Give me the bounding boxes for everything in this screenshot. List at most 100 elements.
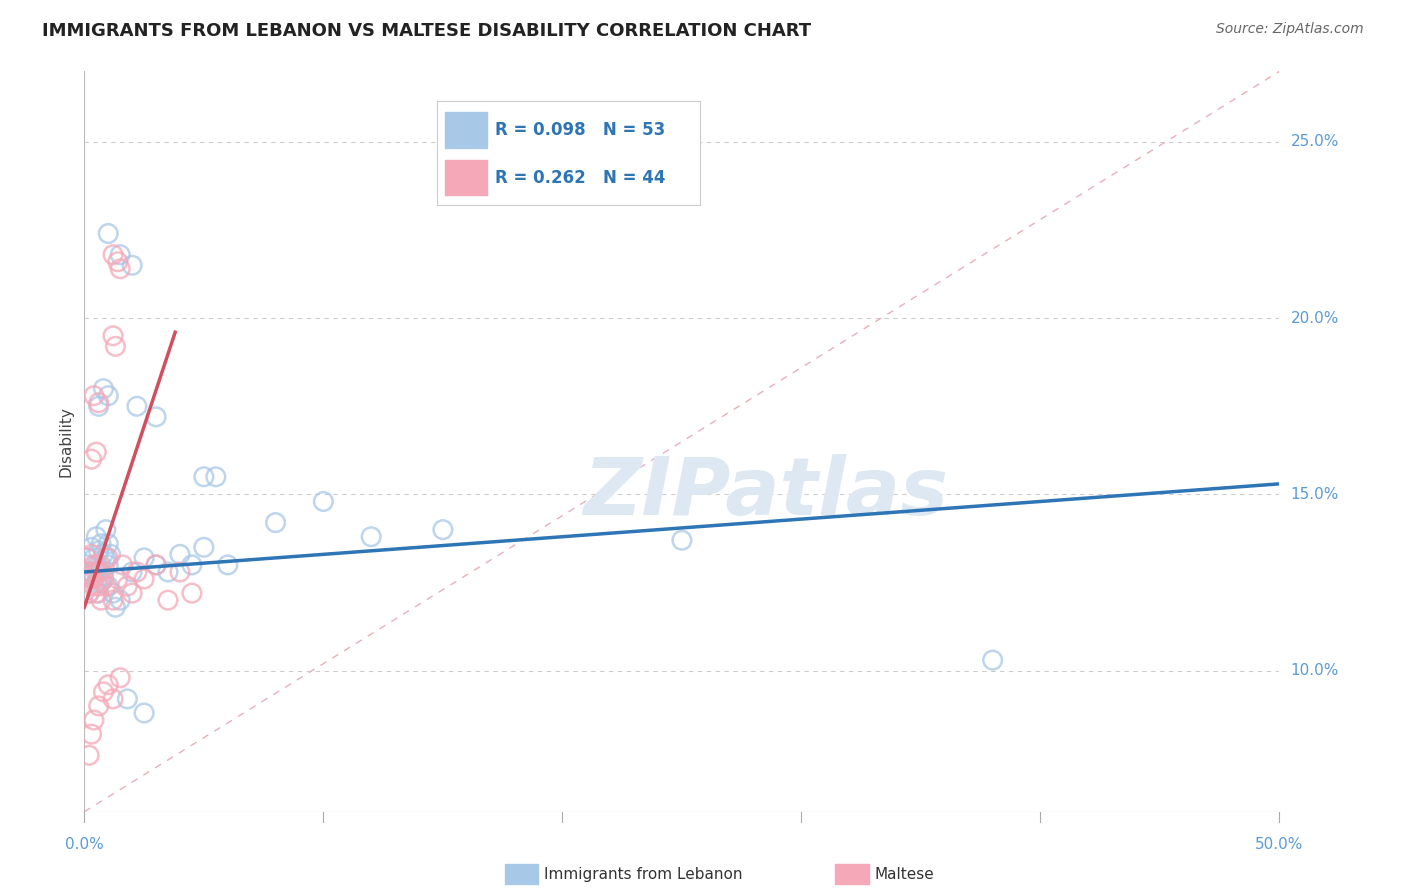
Point	[132, 706, 156, 720]
Point	[181, 586, 204, 600]
Point	[97, 558, 120, 572]
Text: Immigrants from Lebanon: Immigrants from Lebanon	[544, 867, 742, 881]
Point	[193, 541, 215, 555]
Point	[97, 389, 120, 403]
Point	[132, 572, 156, 586]
Point	[87, 579, 110, 593]
Text: ZIPatlas: ZIPatlas	[583, 454, 948, 533]
Point	[107, 254, 129, 268]
Point	[83, 550, 105, 565]
Point	[90, 575, 112, 590]
Point	[83, 389, 105, 403]
Point	[671, 533, 693, 548]
Point	[93, 685, 115, 699]
Text: 15.0%: 15.0%	[1291, 487, 1339, 502]
Point	[87, 399, 110, 413]
Point	[100, 547, 122, 561]
Point	[93, 382, 115, 396]
Point	[90, 593, 112, 607]
Point	[94, 550, 117, 565]
Point	[87, 698, 110, 713]
Point	[80, 452, 103, 467]
Point	[86, 565, 108, 579]
Point	[117, 579, 139, 593]
Point	[83, 572, 105, 586]
Point	[145, 558, 167, 572]
Point	[264, 516, 287, 530]
Point	[101, 692, 124, 706]
Point	[97, 537, 120, 551]
Point	[101, 593, 124, 607]
Point	[97, 227, 120, 241]
Point	[80, 565, 103, 579]
Point	[77, 565, 100, 579]
Point	[169, 565, 191, 579]
Point	[360, 530, 382, 544]
Point	[77, 586, 100, 600]
Point	[125, 565, 148, 579]
Point	[312, 494, 335, 508]
Point	[87, 586, 110, 600]
Point	[125, 399, 148, 413]
Point	[101, 248, 124, 262]
Point	[87, 396, 110, 410]
Point	[97, 579, 120, 593]
Text: 10.0%: 10.0%	[1291, 663, 1339, 678]
Point	[110, 261, 132, 276]
Point	[121, 258, 143, 272]
Point	[169, 547, 191, 561]
Point	[87, 544, 110, 558]
Text: IMMIGRANTS FROM LEBANON VS MALTESE DISABILITY CORRELATION CHART: IMMIGRANTS FROM LEBANON VS MALTESE DISAB…	[42, 22, 811, 40]
Point	[121, 565, 143, 579]
Point	[86, 445, 108, 459]
Text: 0.0%: 0.0%	[65, 837, 104, 852]
Text: Maltese: Maltese	[875, 867, 934, 881]
Point	[93, 572, 115, 586]
Point	[181, 558, 204, 572]
Point	[104, 600, 127, 615]
Point	[157, 565, 180, 579]
Point	[104, 339, 127, 353]
Point	[157, 593, 180, 607]
Point	[97, 678, 120, 692]
Point	[80, 727, 103, 741]
Point	[86, 586, 108, 600]
Point	[86, 558, 108, 572]
Point	[145, 409, 167, 424]
Point	[87, 565, 110, 579]
Point	[90, 537, 112, 551]
Text: 25.0%: 25.0%	[1291, 135, 1339, 149]
Point	[101, 328, 124, 343]
Point	[76, 550, 98, 565]
Text: 50.0%: 50.0%	[1256, 837, 1303, 852]
Point	[83, 713, 105, 727]
Point	[87, 558, 110, 572]
Point	[80, 572, 103, 586]
Point	[110, 671, 132, 685]
Point	[94, 579, 117, 593]
Text: Source: ZipAtlas.com: Source: ZipAtlas.com	[1216, 22, 1364, 37]
Point	[97, 550, 120, 565]
Point	[83, 558, 105, 572]
Point	[110, 593, 132, 607]
Point	[111, 558, 134, 572]
Point	[132, 550, 156, 565]
Point	[76, 550, 98, 565]
Point	[93, 568, 115, 582]
Point	[77, 586, 100, 600]
Point	[90, 565, 112, 579]
Point	[145, 558, 167, 572]
Point	[94, 523, 117, 537]
Y-axis label: Disability: Disability	[58, 406, 73, 477]
Point	[90, 558, 112, 572]
Point	[193, 470, 215, 484]
Point	[101, 586, 124, 600]
Point	[93, 547, 115, 561]
Point	[80, 547, 103, 561]
Point	[432, 523, 454, 537]
Point	[80, 541, 103, 555]
Point	[83, 579, 105, 593]
Point	[77, 565, 100, 579]
Point	[217, 558, 239, 572]
Point	[77, 748, 100, 763]
